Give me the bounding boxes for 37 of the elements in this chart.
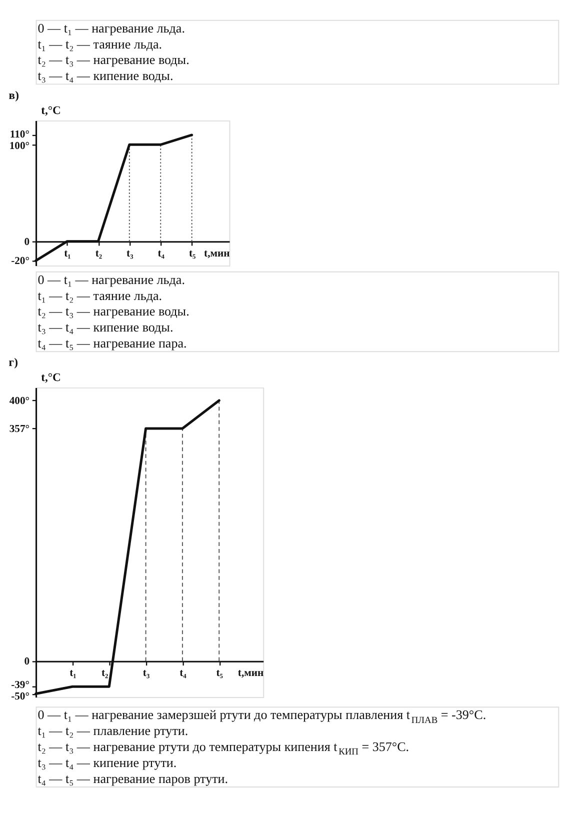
x-tick-label: t₁	[64, 248, 71, 260]
y-axis-title: t,°C	[41, 104, 61, 118]
chart-title: г)	[8, 356, 18, 370]
y-tick-label: 400°	[9, 396, 30, 407]
y-tick-label: 100°	[9, 141, 30, 152]
y-axis-title: t,°C	[41, 371, 61, 384]
y-tick-label: -39°	[11, 680, 30, 691]
x-tick-label: t₁	[70, 668, 76, 680]
y-tick-label: 0	[24, 656, 30, 668]
text: t₁ — t₂ — плавление ртути.	[38, 723, 188, 738]
text: t₁ — t₂ — таяние льда.	[38, 288, 162, 303]
x-tick-label: t₃	[142, 668, 150, 680]
x-tick-label: t₅	[188, 248, 196, 260]
chart-title: в)	[8, 89, 20, 102]
x-tick-label: t₃	[126, 248, 134, 260]
x-tick-label: t₂	[101, 668, 108, 680]
text: t₁ — t₂ — таяние льда.	[38, 36, 162, 52]
y-tick-label: 0	[24, 236, 30, 248]
y-tick-label: 357°	[9, 424, 30, 435]
x-axis-title: t,мин	[238, 668, 264, 680]
text: t₄ — t₅ — нагревание паров ртути.	[38, 770, 228, 786]
x-tick-label: t₄	[180, 668, 188, 680]
text: t₃ — t₄ — кипение воды.	[38, 320, 174, 335]
x-axis-title: t,мин	[204, 248, 230, 260]
x-tick-label: t₅	[216, 668, 223, 680]
text: t₃ — t₄ — кипение воды.	[38, 68, 174, 84]
text: t₂ — t₃ — нагревание воды.	[38, 52, 190, 68]
text: t₃ — t₄ — кипение ртути.	[38, 755, 177, 770]
y-tick-label: -50°	[11, 691, 30, 702]
text: 0 — t₁ — нагревание льда.	[38, 272, 185, 287]
y-tick-label: -20°	[11, 256, 30, 268]
text: 0 — t₁ — нагревание льда.	[38, 20, 185, 36]
x-tick-label: t₂	[95, 248, 102, 260]
text: t₄ — t₅ — нагревание пара.	[38, 336, 187, 351]
y-tick-label: 110°	[10, 129, 30, 140]
text: t₂ — t₃ — нагревание воды.	[38, 304, 190, 319]
x-tick-label: t₄	[158, 248, 166, 260]
